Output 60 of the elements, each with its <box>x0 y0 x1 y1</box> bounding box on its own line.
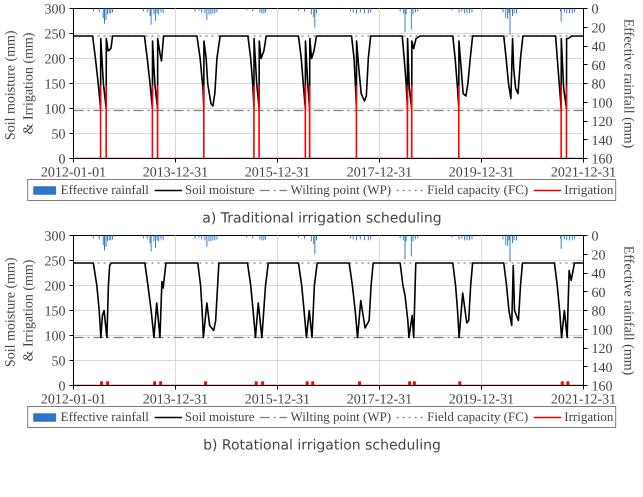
y2-axis-title: Effective rainfall (mm) <box>620 246 636 376</box>
x-tick-label: 2021-12-31 <box>550 166 616 180</box>
legend-label: Soil moisture <box>184 182 255 198</box>
y2-tick-label: 0 <box>592 230 598 244</box>
y2-axis-title: Effective rainfall (mm) <box>620 18 636 149</box>
y-axis-title: Soil moisture (mm) & Irrigation (mm) <box>4 30 36 140</box>
legend-label: Effective rainfall <box>60 409 149 425</box>
y2-tick-label: 100 <box>592 323 612 338</box>
legend-label: Irrigation <box>564 182 614 198</box>
y2-tick-label: 80 <box>592 304 606 320</box>
legend-label: Effective rainfall <box>60 182 149 198</box>
y2-tick-label: 100 <box>592 96 612 112</box>
x-tick-label: 2012-01-01 <box>40 392 106 408</box>
y-axis-title: Soil moisture (mm) & Irrigation (mm) <box>4 257 36 368</box>
x-tick-label: 2019-12-31 <box>448 166 514 180</box>
y2-tick-label: 140 <box>592 360 612 376</box>
y-tick-label: 50 <box>52 128 66 142</box>
y2-tick-label: 60 <box>592 58 606 74</box>
legend-label: Field capacity (FC) <box>427 409 528 425</box>
x-tick-label: 2013-12-31 <box>142 392 208 408</box>
y2-tick-label: 80 <box>592 78 606 92</box>
y-tick-label: 0 <box>58 152 66 168</box>
y2-tick-label: 120 <box>592 342 612 357</box>
legend-label: Field capacity (FC) <box>427 182 528 198</box>
y-tick-label: 250 <box>44 254 66 270</box>
x-tick-label: 2015-12-31 <box>244 166 310 180</box>
text: a) Traditional irrigation scheduling <box>202 210 442 226</box>
x-tick-label: 2019-12-31 <box>448 392 514 408</box>
x-tick-label: 2017-12-31 <box>346 166 412 180</box>
y-tick-label: 0 <box>58 380 66 394</box>
text: b) Rotational irrigation scheduling <box>203 438 441 454</box>
legend-label: Soil moisture <box>184 409 255 425</box>
legend-label: Wilting point (WP) <box>290 182 392 198</box>
y-tick-label: 200 <box>44 52 66 68</box>
x-tick-label: 2021-12-31 <box>550 392 616 408</box>
y2-tick-label: 20 <box>592 248 606 264</box>
y2-tick-label: 40 <box>592 40 606 55</box>
y2-tick-label: 40 <box>592 267 606 282</box>
legend-label: Irrigation <box>564 409 614 425</box>
y-tick-label: 250 <box>44 28 66 42</box>
x-tick-label: 2017-12-31 <box>346 392 412 408</box>
y2-tick-label: 160 <box>592 380 612 394</box>
y-tick-label: 100 <box>44 102 66 118</box>
y2-tick-label: 140 <box>592 134 612 149</box>
legend-label: Wilting point (WP) <box>290 409 392 425</box>
y2-tick-label: 0 <box>592 2 598 18</box>
y-tick-label: 50 <box>52 354 66 370</box>
y-tick-label: 200 <box>44 280 66 294</box>
x-tick-label: 2015-12-31 <box>244 392 310 408</box>
y-tick-label: 100 <box>44 330 66 344</box>
y2-tick-label: 120 <box>592 115 612 130</box>
y2-tick-label: 20 <box>592 21 606 36</box>
x-tick-label: 2013-12-31 <box>142 166 208 180</box>
y2-tick-label: 60 <box>592 286 606 301</box>
y-tick-label: 150 <box>44 78 66 92</box>
y-tick-label: 300 <box>44 230 66 244</box>
y-tick-label: 300 <box>44 2 66 18</box>
y2-tick-label: 160 <box>592 152 612 168</box>
y-tick-label: 150 <box>44 304 66 320</box>
x-tick-label: 2012-01-01 <box>40 166 106 180</box>
